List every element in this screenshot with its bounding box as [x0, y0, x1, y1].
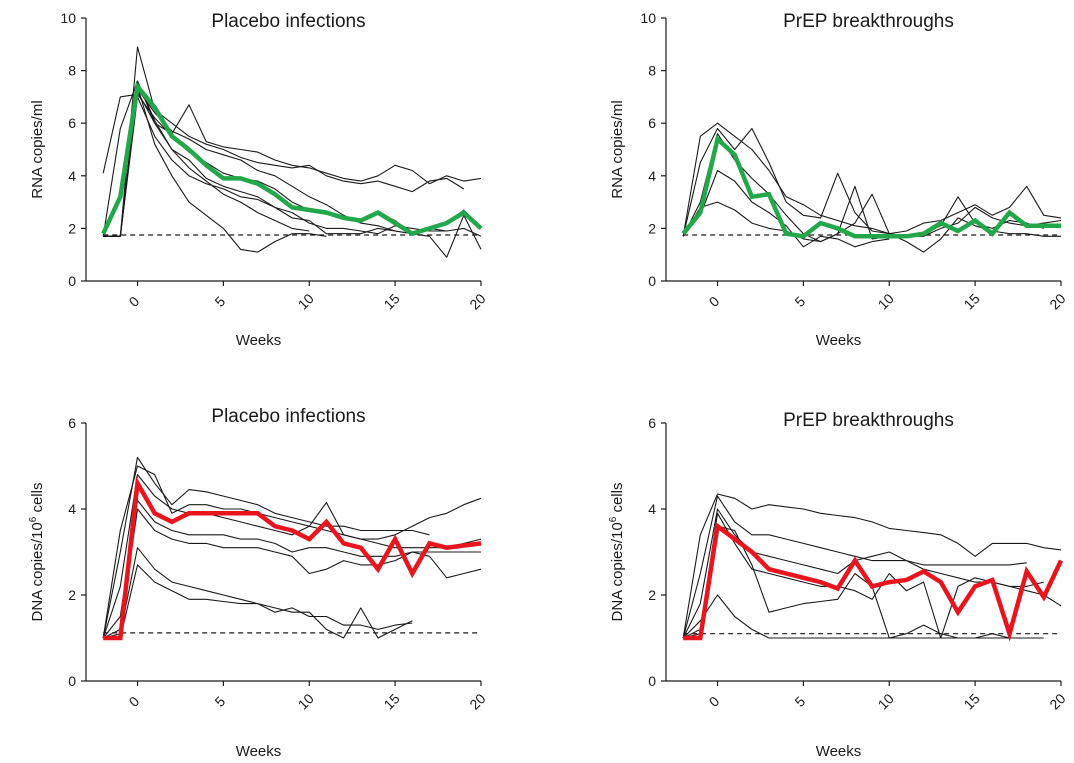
- x-tick-label: 15: [960, 290, 982, 312]
- individual-series-line-1: [682, 493, 1062, 639]
- chart-title: PrEP breakthroughs: [783, 410, 954, 431]
- chart-title: Placebo infections: [211, 406, 365, 427]
- x-axis-label: Weeks: [816, 332, 862, 349]
- individual-series-line-6: [103, 96, 482, 258]
- y-axis-label-superscript: 6: [608, 516, 619, 522]
- individual-series-line-4: [102, 499, 481, 639]
- y-tick-label: 0: [648, 673, 656, 689]
- y-tick-label: 4: [68, 168, 76, 184]
- x-tick-label: 15: [380, 290, 402, 312]
- x-tick-label: 0: [126, 293, 143, 310]
- individual-series-line-3: [102, 474, 482, 639]
- individual-series-line-7: [103, 564, 413, 639]
- y-tick-label: 2: [68, 587, 76, 603]
- individual-series-line-1: [682, 122, 1062, 237]
- individual-series-line-2: [682, 495, 1027, 639]
- chart-panel-4: 0 2 4 6 0 5 10 15 20 PrEP breakthroughs Weeks DNA c…: [608, 410, 1069, 760]
- summary-series-line: [101, 81, 483, 237]
- y-tick-label: 4: [68, 501, 76, 517]
- y-tick-label: 10: [640, 10, 656, 26]
- y-tick-label: 2: [68, 220, 76, 236]
- y-tick-label: 2: [648, 587, 656, 603]
- chart-title: Placebo infections: [211, 11, 365, 32]
- y-axis-label-main: RNA copies/ml: [609, 100, 626, 198]
- x-axis-label: Weeks: [236, 743, 282, 760]
- individual-series-line-1: [102, 465, 482, 639]
- individual-series-line-6: [103, 547, 413, 639]
- x-tick-label: 5: [791, 693, 808, 710]
- x-tick-label: 0: [126, 693, 143, 710]
- x-tick-label: 20: [1046, 290, 1068, 312]
- y-tick-label: 8: [648, 63, 656, 79]
- y-axis-label: DNA copies/106 cells: [608, 483, 626, 622]
- y-tick-label: 6: [648, 415, 656, 431]
- y-tick-label: 6: [648, 115, 656, 131]
- individual-series-line-6: [682, 594, 1044, 639]
- y-tick-label: 2: [648, 220, 656, 236]
- x-tick-label: 20: [1046, 690, 1068, 712]
- x-tick-label: 0: [706, 693, 723, 710]
- x-tick-label: 10: [295, 290, 317, 312]
- chart-title: PrEP breakthroughs: [783, 11, 954, 32]
- y-axis-label-suffix: cells: [29, 483, 46, 517]
- y-tick-label: 0: [648, 273, 656, 289]
- individual-series-line-7: [103, 85, 327, 253]
- x-tick-label: 10: [875, 690, 897, 712]
- x-tick-label: 15: [960, 690, 982, 712]
- summary-series-line: [683, 522, 1064, 642]
- y-axis-label: DNA copies/106 cells: [28, 483, 46, 622]
- y-tick-label: 0: [68, 673, 76, 689]
- x-tick-label: 0: [706, 293, 723, 310]
- y-tick-label: 10: [60, 10, 76, 26]
- x-tick-label: 10: [295, 690, 317, 712]
- y-axis-label-main: DNA copies/10: [29, 522, 46, 621]
- y-tick-label: 0: [68, 273, 76, 289]
- y-tick-label: 6: [68, 415, 76, 431]
- individual-series-line-8: [103, 80, 310, 237]
- y-tick-label: 6: [68, 115, 76, 131]
- chart-panel-2: 0 2 4 6 8 10 0 5 10 15 20 PrEP breakthroughs Weeks RN…: [609, 10, 1069, 349]
- individual-series-line-2: [103, 46, 465, 237]
- chart-panel-3: 0 2 4 6 0 5 10 15 20 Placebo infections Weeks DNA c…: [28, 406, 489, 760]
- x-tick-label: 20: [466, 690, 488, 712]
- y-axis-label-superscript: 6: [28, 516, 39, 522]
- y-axis-label-main: RNA copies/ml: [29, 100, 46, 198]
- individual-series-line-2: [102, 456, 430, 639]
- summary-series-line: [681, 134, 1061, 239]
- y-axis-label-suffix: cells: [609, 483, 626, 517]
- x-tick-label: 20: [466, 290, 488, 312]
- individual-series-line-3: [682, 133, 1044, 243]
- x-tick-label: 15: [380, 690, 402, 712]
- individual-series-line-5: [682, 169, 890, 248]
- y-tick-label: 4: [648, 168, 656, 184]
- y-axis-label-main: DNA copies/10: [609, 522, 626, 621]
- individual-series-line-4: [682, 512, 1044, 639]
- y-tick-label: 4: [648, 501, 656, 517]
- x-axis-label: Weeks: [816, 743, 862, 760]
- individual-series-line-2: [682, 127, 1062, 237]
- x-tick-label: 5: [211, 693, 228, 710]
- individual-series-line-5: [683, 525, 1010, 639]
- y-axis-label: RNA copies/ml: [609, 100, 626, 198]
- chart-panel-1: 0 2 4 6 8 10 0 5 10 15 20 Placebo infections Weeks RN…: [29, 10, 489, 349]
- individual-series-line-5: [102, 508, 482, 639]
- y-tick-label: 8: [68, 63, 76, 79]
- y-axis-label: RNA copies/ml: [29, 100, 46, 198]
- individual-series-line-4: [682, 193, 1061, 253]
- x-axis-label: Weeks: [236, 332, 282, 349]
- x-tick-label: 5: [791, 293, 808, 310]
- summary-series-line: [103, 476, 482, 641]
- x-tick-label: 10: [875, 290, 897, 312]
- x-tick-label: 5: [211, 293, 228, 310]
